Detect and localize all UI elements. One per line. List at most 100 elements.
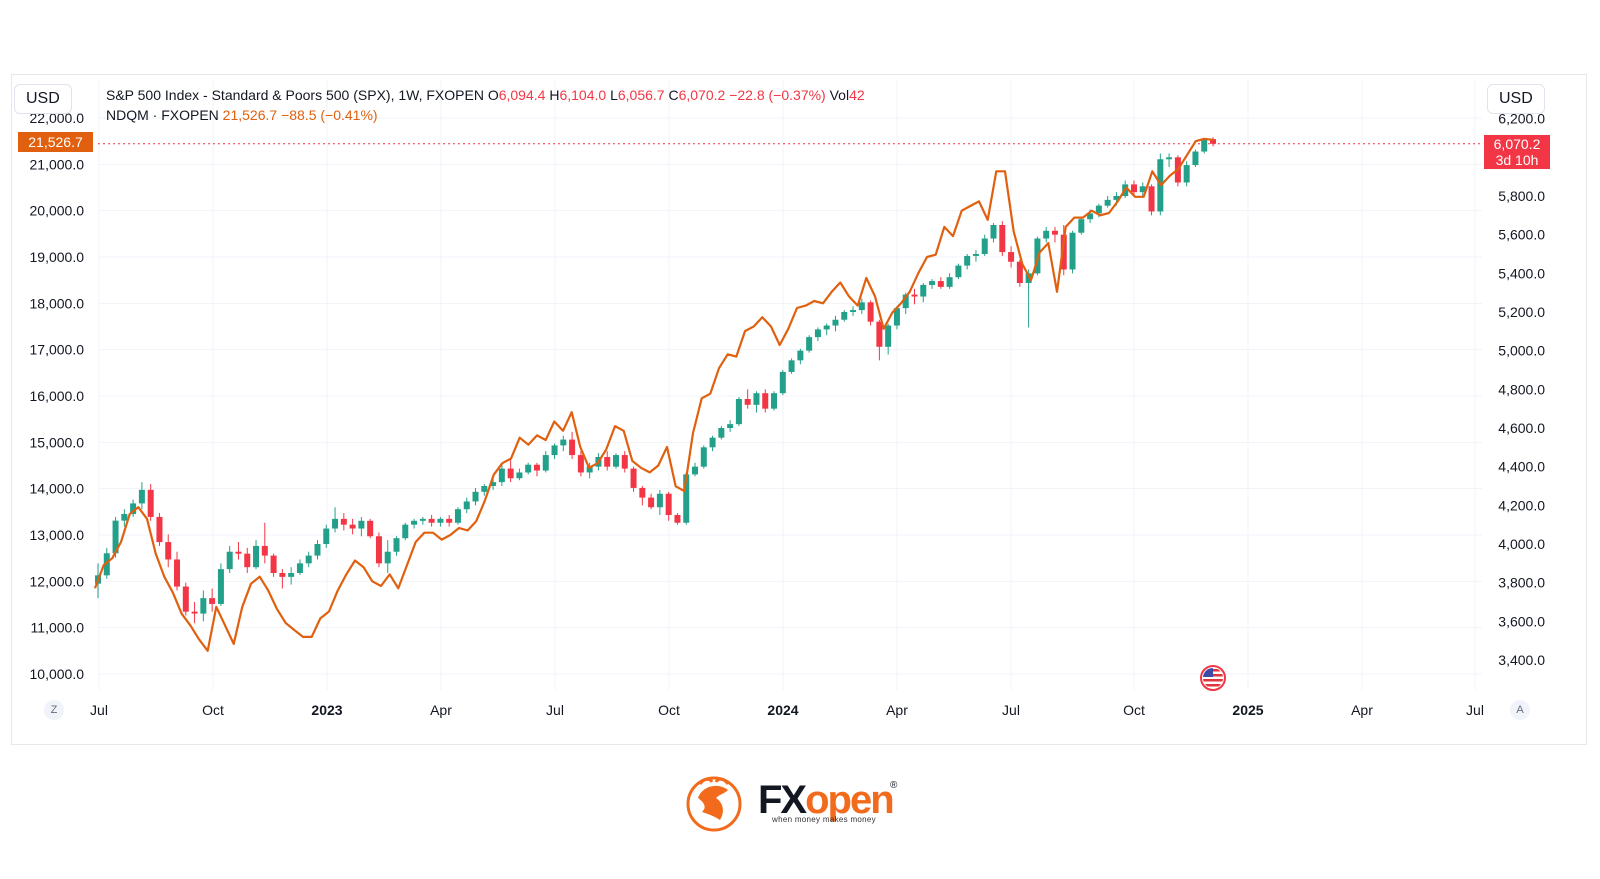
spx-candle: [525, 462, 532, 475]
spx-candle: [323, 524, 330, 548]
candle-body: [1051, 230, 1058, 235]
spx-candle: [665, 491, 672, 521]
spx-candle: [270, 553, 277, 577]
zoom-reset-button[interactable]: Z: [44, 700, 64, 720]
spx-candle: [542, 451, 549, 473]
ndqm-legend[interactable]: NDQM · FXOPEN 21,526.7 −88.5 (−0.41%): [106, 107, 378, 123]
right-axis-tick: 4,000.0: [1498, 536, 1545, 552]
spx-legend[interactable]: S&P 500 Index - Standard & Poors 500 (SP…: [106, 87, 865, 103]
spx-candle: [367, 518, 374, 539]
auto-scale-button[interactable]: A: [1510, 700, 1530, 720]
spx-candle: [850, 306, 857, 316]
left-axis-tick: 14,000.0: [30, 481, 85, 497]
right-currency-badge[interactable]: USD: [1487, 84, 1545, 114]
volume-value: 42: [849, 87, 865, 103]
right-axis-tick: 4,800.0: [1498, 381, 1545, 397]
spx-candle: [630, 466, 637, 492]
candle-body: [1034, 238, 1041, 274]
candle-body: [296, 563, 303, 573]
candle-body: [577, 455, 584, 473]
right-axis-tick: 5,400.0: [1498, 265, 1545, 281]
brand-tagline: when money makes money: [772, 815, 876, 824]
candle-body: [402, 524, 409, 539]
candle-body: [858, 302, 865, 311]
candle-body: [121, 514, 128, 521]
candle-body: [446, 518, 453, 523]
candle-body: [340, 518, 347, 525]
high-label: H: [549, 87, 560, 103]
right-axis-tick: 5,800.0: [1498, 188, 1545, 204]
spx-candle: [1069, 230, 1076, 274]
candle-body: [937, 281, 944, 287]
low-label: L: [610, 87, 618, 103]
spx-candle: [156, 513, 163, 546]
us-flag-icon[interactable]: [1200, 665, 1226, 691]
spx-candle: [533, 462, 540, 477]
left-currency-badge[interactable]: USD: [14, 84, 72, 114]
candle-body: [964, 255, 971, 266]
candle-body: [1016, 261, 1023, 283]
spx-candle: [841, 310, 848, 322]
spx-candle: [858, 298, 865, 314]
candle-body: [700, 447, 707, 467]
candle-body: [972, 254, 979, 256]
candle-body: [288, 573, 295, 577]
spx-candle: [718, 426, 725, 440]
candle-body: [779, 371, 786, 394]
time-axis[interactable]: Jul Oct 2023 Apr Jul Oct 2024 Apr Jul Oct 2025 Apr J…: [90, 702, 1484, 718]
right-price-axis[interactable]: 6,200.0 5,800.0 5,600.0 5,400.0 5,200.0 5,000…: [1498, 111, 1545, 668]
left-price-axis[interactable]: 22,000.0 21,000.0 20,000.0 19,000.0 18,000.0…: [30, 110, 85, 682]
spx-candle: [911, 288, 918, 305]
grid-lines: [98, 80, 1482, 690]
open-label: O: [487, 87, 499, 103]
spx-candle: [288, 567, 295, 585]
candle-body: [332, 518, 339, 529]
spx-price-tag-value: 6,070.2: [1493, 136, 1541, 152]
spx-candle: [893, 306, 900, 330]
spx-candle: [674, 513, 681, 525]
candle-body: [507, 468, 514, 479]
candle-body: [411, 520, 418, 525]
candle-body: [762, 393, 769, 409]
time-axis-month-label: Oct: [658, 702, 680, 718]
candle-body: [929, 281, 936, 285]
candle-body: [850, 310, 857, 312]
left-axis-tick: 21,000.0: [30, 156, 85, 172]
candle-body: [516, 472, 523, 479]
candle-body: [200, 598, 207, 614]
candle-body: [1008, 252, 1015, 262]
close-value: 6,070.2: [678, 87, 726, 103]
spx-candle: [586, 462, 593, 479]
candle-body: [551, 445, 558, 456]
time-axis-year-label: 2023: [311, 702, 342, 718]
spx-candle: [296, 559, 303, 575]
spx-candle: [305, 551, 312, 568]
left-axis-tick: 11,000.0: [31, 620, 85, 636]
spx-candle: [735, 397, 742, 427]
spx-candle: [384, 540, 391, 573]
time-axis-year-label: 2025: [1232, 702, 1263, 718]
spx-candle: [1025, 269, 1032, 328]
candle-body: [1113, 196, 1120, 200]
spx-candle: [964, 254, 971, 270]
right-axis-tick: 4,200.0: [1498, 497, 1545, 513]
spx-candle: [1192, 149, 1199, 167]
spx-candle: [876, 319, 883, 361]
left-axis-tick: 20,000.0: [30, 203, 85, 219]
spx-candle: [639, 486, 646, 506]
candle-body: [384, 551, 391, 564]
time-axis-month-label: Jul: [90, 702, 108, 718]
spx-candle: [955, 263, 962, 280]
left-axis-tick: 19,000.0: [30, 249, 85, 265]
chart-frame: [11, 74, 1587, 745]
candle-body: [349, 524, 356, 529]
candle-body: [946, 277, 953, 287]
candle-body: [1210, 139, 1216, 144]
time-axis-month-label: Apr: [886, 702, 908, 718]
volume-label: Vol: [829, 87, 850, 103]
spx-candle: [358, 516, 365, 537]
candle-body: [753, 393, 760, 405]
candle-body: [656, 493, 663, 508]
candle-body: [419, 518, 426, 521]
